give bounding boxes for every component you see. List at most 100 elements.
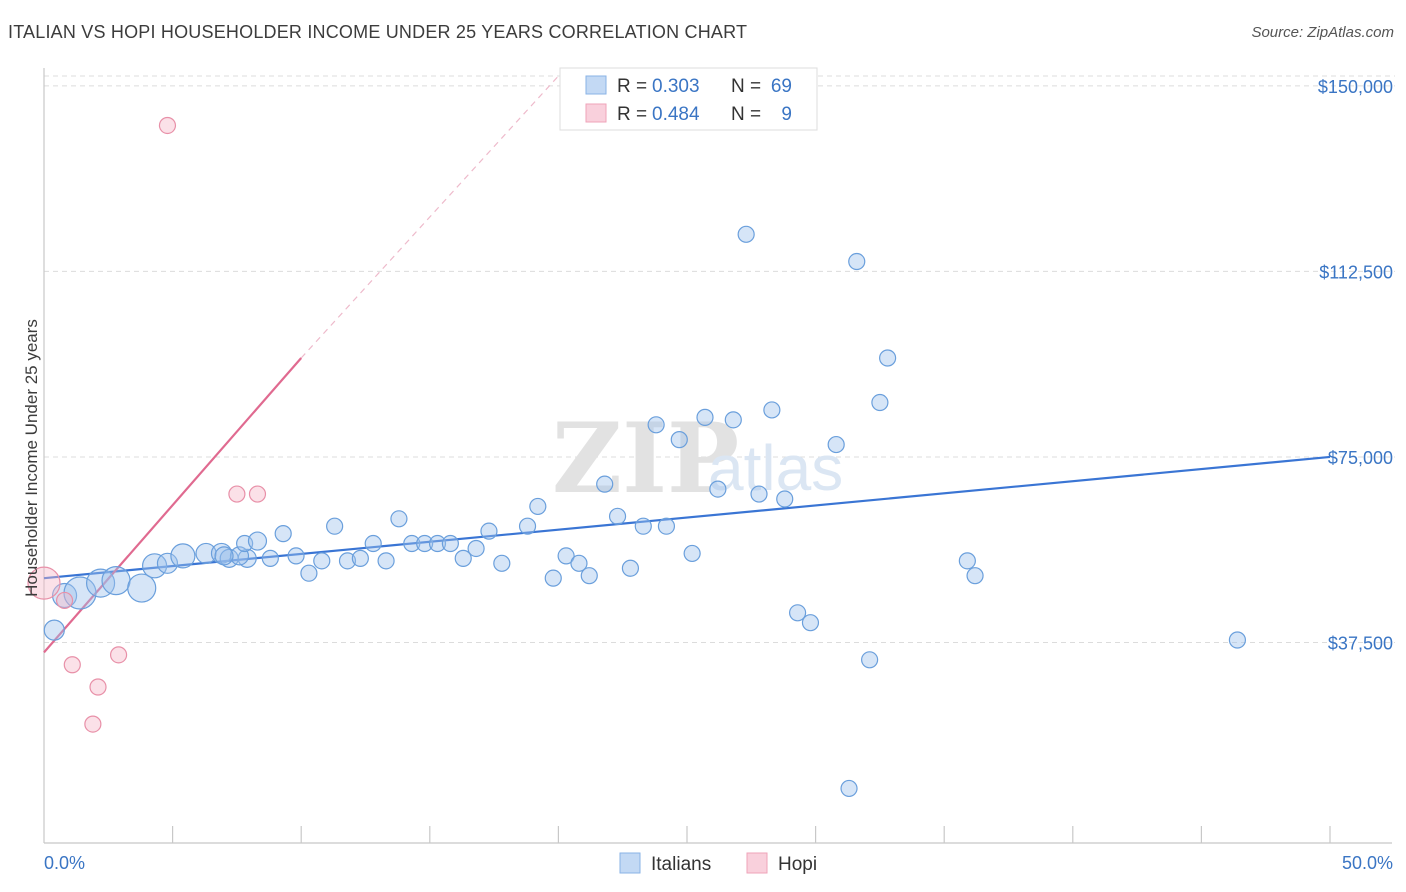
point-italians-37 xyxy=(529,497,547,516)
point-italians-28 xyxy=(403,534,421,553)
legend-r-value-1: 0.303 xyxy=(652,76,700,97)
point-italians-30 xyxy=(428,534,447,553)
y-tick-label-1: $75,000 xyxy=(1328,448,1393,468)
point-hopi-2 xyxy=(63,656,81,674)
point-italians-52 xyxy=(724,411,742,429)
point-italians-21 xyxy=(313,552,331,570)
point-hopi-4 xyxy=(89,678,107,696)
point-italians-42 xyxy=(596,475,614,493)
point-italians-54 xyxy=(750,485,768,503)
point-italians-33 xyxy=(467,539,485,558)
point-italians-3 xyxy=(85,568,116,598)
point-italians-25 xyxy=(364,534,382,553)
point-italians-38 xyxy=(544,569,562,587)
y-tick-label-0: $37,500 xyxy=(1328,633,1393,653)
point-italians-0 xyxy=(43,619,65,641)
legend-n-value-2: 9 xyxy=(781,104,792,125)
legend-r-value-2: 0.484 xyxy=(652,104,700,125)
legend-n-value-1: 69 xyxy=(771,76,792,97)
point-italians-26 xyxy=(377,552,395,570)
point-hopi-5 xyxy=(109,646,128,664)
axes xyxy=(43,68,1392,844)
point-italians-39 xyxy=(557,547,575,565)
chart-title: ITALIAN VS HOPI HOUSEHOLDER INCOME UNDER… xyxy=(8,22,748,42)
point-italians-45 xyxy=(634,517,652,535)
point-italians-41 xyxy=(580,567,598,585)
bottom-legend-label-italians: Italians xyxy=(651,854,711,875)
point-italians-20 xyxy=(300,564,318,582)
point-hopi-1 xyxy=(55,591,74,610)
data-points xyxy=(27,116,1247,798)
bottom-legend-label-hopi: Hopi xyxy=(778,854,817,875)
point-hopi-3 xyxy=(84,715,102,733)
point-italians-58 xyxy=(801,614,820,632)
source-label: Source: ZipAtlas.com xyxy=(1251,24,1394,41)
point-italians-32 xyxy=(454,549,472,567)
point-hopi-7 xyxy=(228,485,246,503)
point-italians-22 xyxy=(326,517,344,535)
point-italians-17 xyxy=(261,549,279,567)
point-italians-64 xyxy=(879,349,897,367)
legend-n-label-1: N = xyxy=(731,76,761,97)
point-italians-47 xyxy=(657,517,676,535)
x-tick-min: 0.0% xyxy=(44,853,85,873)
point-italians-63 xyxy=(871,393,889,412)
point-italians-49 xyxy=(683,544,701,563)
point-italians-6 xyxy=(141,553,168,579)
point-italians-50 xyxy=(696,408,714,426)
bottom-legend-swatch-italians xyxy=(619,852,641,874)
point-italians-59 xyxy=(827,435,845,454)
point-italians-35 xyxy=(493,554,511,572)
point-italians-29 xyxy=(416,534,434,553)
point-hopi-8 xyxy=(248,485,267,503)
point-italians-51 xyxy=(709,480,727,498)
legend-swatch-hopi xyxy=(585,103,607,123)
bottom-legend: Italians Hopi xyxy=(619,852,817,875)
point-italians-34 xyxy=(480,522,498,540)
point-italians-43 xyxy=(608,507,627,525)
legend-r-label-1: R = xyxy=(617,76,647,97)
point-italians-16 xyxy=(247,531,268,551)
trendline-extension-hopi xyxy=(300,75,559,359)
point-italians-27 xyxy=(390,510,408,528)
point-italians-9 xyxy=(195,542,217,565)
legend-n-label-2: N = xyxy=(731,104,761,125)
point-italians-57 xyxy=(788,604,807,622)
legend-swatch-italians xyxy=(585,75,607,95)
y-tick-label-2: $112,500 xyxy=(1319,262,1393,282)
x-tick-max: 50.0% xyxy=(1342,853,1393,873)
point-italians-14 xyxy=(214,546,234,566)
trendline-hopi xyxy=(43,357,303,654)
point-italians-67 xyxy=(1228,631,1247,649)
point-italians-61 xyxy=(848,252,866,271)
point-italians-62 xyxy=(861,651,879,669)
point-hopi-6 xyxy=(158,116,177,135)
point-italians-24 xyxy=(351,549,369,567)
point-italians-66 xyxy=(966,567,984,585)
point-italians-7 xyxy=(156,552,179,574)
point-italians-53 xyxy=(737,225,755,243)
point-italians-48 xyxy=(670,431,688,449)
point-italians-40 xyxy=(570,554,588,572)
point-italians-5 xyxy=(127,573,157,603)
point-italians-60 xyxy=(840,779,858,798)
point-italians-55 xyxy=(763,401,781,419)
point-italians-65 xyxy=(958,552,976,570)
point-hopi-0 xyxy=(27,566,61,600)
point-italians-8 xyxy=(170,543,196,569)
point-italians-44 xyxy=(621,559,640,577)
point-italians-31 xyxy=(441,534,459,553)
y-axis-label: Householder Income Under 25 years xyxy=(22,319,41,597)
point-italians-56 xyxy=(776,490,794,508)
bottom-legend-swatch-hopi xyxy=(746,852,768,874)
point-italians-4 xyxy=(101,566,131,596)
legend-box: R = 0.303 N = 69 R = 0.484 N = 9 xyxy=(559,67,818,131)
trendline-italians xyxy=(43,455,1331,580)
point-italians-19 xyxy=(287,547,305,565)
watermark-zip: ZIP xyxy=(552,402,739,515)
point-italians-18 xyxy=(274,525,292,543)
y-tick-label-3: $150,000 xyxy=(1318,77,1393,97)
y-tick-labels: $37,500 $75,000 $112,500 $150,000 xyxy=(1318,77,1393,654)
watermark-atlas: atlas xyxy=(708,432,843,504)
